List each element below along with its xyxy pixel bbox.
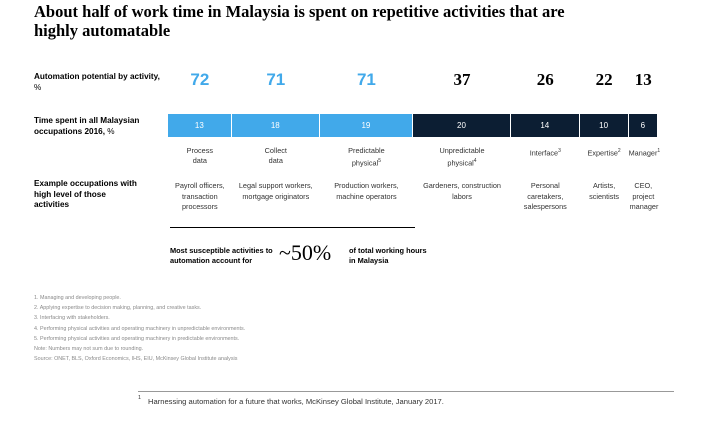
note-4: 4. Performing physical activities and op…: [34, 325, 246, 332]
chart-title: About half of work time in Malaysia is s…: [34, 2, 565, 40]
row-label-time-spent: Time spent in all Malaysian occupations …: [34, 116, 164, 137]
note-3: 3. Interfacing with stakeholders.: [34, 315, 110, 322]
automation-potential-value: 71: [356, 70, 376, 89]
example-occupation: Gardeners, construction labors: [423, 181, 501, 201]
example-occupation: Legal support workers, mortgage originat…: [238, 181, 313, 201]
callout-right-text: of total working hours in Malaysia: [349, 246, 427, 265]
row-label-time-text: Time spent in all Malaysian occupations …: [34, 116, 140, 136]
example-occupation: Personal caretakers, salespersons: [523, 181, 567, 211]
callout-divider: [170, 227, 415, 228]
time-spent-bar: 13: [168, 114, 231, 137]
callout-value: ~50%: [279, 240, 332, 265]
automation-potential-value: 26: [536, 70, 554, 89]
footnote-divider: [138, 391, 674, 392]
activity-label: Collect data: [264, 146, 287, 165]
activity-label: Process data: [186, 146, 214, 165]
footnote-number: 1: [138, 395, 142, 401]
example-occupation: Payroll officers, transaction processors: [174, 181, 225, 211]
note-source: Source: ONET, BLS, Oxford Economics, IHS…: [34, 356, 238, 363]
note-2: 2. Applying expertise to decision making…: [34, 305, 202, 312]
activity-label: Predictable physical5: [348, 146, 385, 168]
time-spent-bar: 14: [511, 114, 579, 137]
row-label-potential-text: Automation potential by activity,: [34, 72, 160, 81]
activity-label: Manager1: [628, 148, 661, 158]
notes-list: 1. Managing and developing people. 2. Ap…: [34, 293, 245, 364]
time-spent-bar: 20: [413, 114, 510, 137]
activity-label: Interface3: [529, 148, 561, 158]
automation-potential-value: 37: [453, 70, 471, 89]
automation-potential-value: 72: [190, 70, 210, 89]
automation-potential-value: 22: [595, 70, 613, 89]
automation-potential-value: 13: [634, 70, 652, 89]
note-rounding: Note: Numbers may not sum due to roundin…: [34, 346, 144, 353]
row-label-automation-potential: Automation potential by activity, %: [34, 72, 164, 93]
time-spent-bar: 19: [319, 114, 412, 137]
time-spent-bar: 10: [579, 114, 628, 137]
row-label-time-unit: %: [105, 126, 115, 136]
example-occupation: Artists, scientists: [589, 181, 620, 201]
note-1: 1. Managing and developing people.: [34, 295, 121, 301]
time-spent-bar: 18: [231, 114, 319, 137]
row-label-example-occupations: Example occupations with high level of t…: [34, 179, 137, 209]
row-label-potential-unit: %: [34, 82, 42, 92]
automation-potential-value: 71: [266, 70, 286, 89]
time-spent-bar: 6: [628, 114, 657, 137]
activity-label: Expertise2: [587, 148, 621, 158]
footnote-text: Harnessing automation for a future that …: [148, 397, 444, 406]
example-occupation: Production workers, machine operators: [334, 181, 399, 201]
callout-left-text: Most susceptible activities to automatio…: [170, 246, 273, 265]
note-5: 5. Performing physical activities and op…: [34, 335, 240, 342]
example-occupation: CEO, project manager: [629, 181, 659, 211]
activity-label: Unpredictable physical4: [439, 146, 485, 168]
